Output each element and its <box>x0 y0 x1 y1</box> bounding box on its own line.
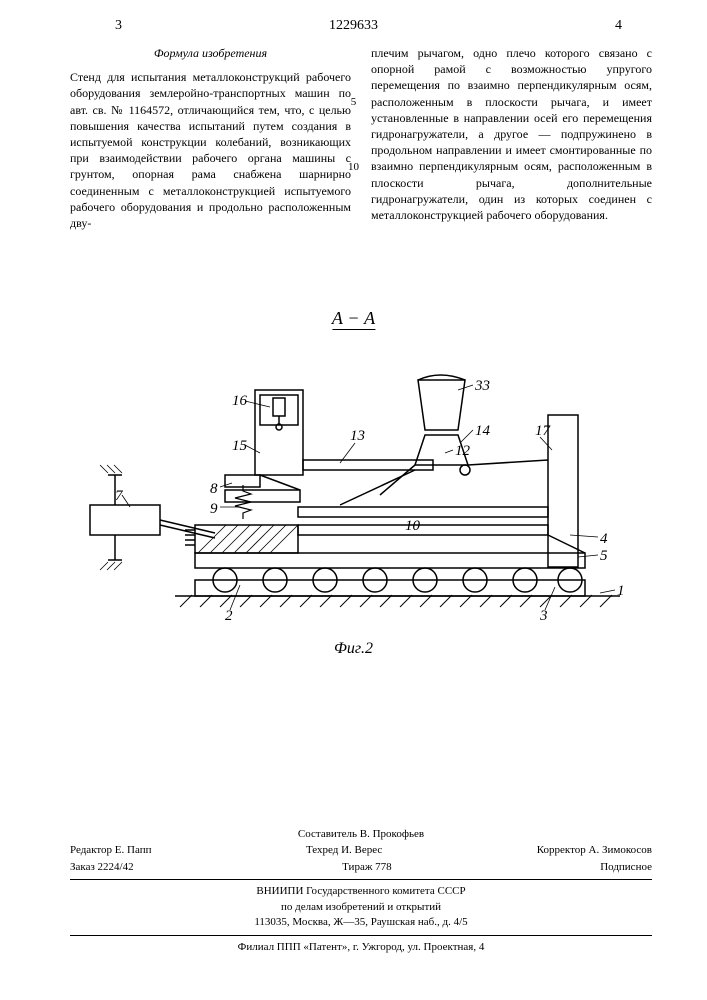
order: Заказ 2224/42 <box>70 860 134 875</box>
addr1: 113035, Москва, Ж—35, Раушская наб., д. … <box>70 915 652 930</box>
line-num-10: 10 <box>348 160 359 175</box>
label-14: 14 <box>475 423 491 439</box>
footer: Составитель В. Прокофьев Редактор Е. Пап… <box>70 827 652 955</box>
label-4: 4 <box>600 531 608 547</box>
label-3: 3 <box>539 608 548 624</box>
page-num-right: 4 <box>615 18 622 34</box>
compiler: Составитель В. Прокофьев <box>70 827 652 842</box>
label-33: 33 <box>474 378 490 394</box>
label-1: 1 <box>617 583 625 599</box>
section-label: А − А <box>332 308 375 330</box>
label-17: 17 <box>535 423 552 439</box>
editor: Редактор Е. Папп <box>70 843 151 858</box>
footer-divider-1 <box>70 879 652 880</box>
org1: ВНИИПИ Государственного комитета СССР <box>70 884 652 899</box>
label-9: 9 <box>210 501 218 517</box>
tech: Техред И. Верес <box>306 843 382 858</box>
figure-2: 1 2 3 4 5 7 8 9 10 12 13 14 15 16 17 33 <box>60 335 655 635</box>
text-columns: Формула изобретения Стенд для испытания … <box>70 45 652 231</box>
col1-text: Стенд для испытания металлоконструкций р… <box>70 70 351 230</box>
label-5: 5 <box>600 548 608 564</box>
figure-caption: Фиг.2 <box>334 640 373 658</box>
label-15: 15 <box>232 438 248 454</box>
addr2: Филиал ППП «Патент», г. Ужгород, ул. Про… <box>70 940 652 955</box>
page-num-left: 3 <box>115 18 122 34</box>
footer-divider-2 <box>70 935 652 936</box>
label-2: 2 <box>225 608 233 624</box>
tirage: Тираж 778 <box>342 860 392 875</box>
line-numbers: 5 10 <box>348 95 359 225</box>
corrector: Корректор А. Зимокосов <box>537 843 652 858</box>
column-right: плечим рычагом, одно плечо которого связ… <box>371 45 652 231</box>
column-left: Формула изобретения Стенд для испытания … <box>70 45 351 231</box>
subscription: Подписное <box>600 860 652 875</box>
org2: по делам изобретений и открытий <box>70 900 652 915</box>
label-13: 13 <box>350 428 365 444</box>
doc-number: 1229633 <box>329 18 378 34</box>
col2-text: плечим рычагом, одно плечо которого связ… <box>371 46 652 222</box>
line-num-5: 5 <box>348 95 359 110</box>
label-8: 8 <box>210 481 218 497</box>
label-10: 10 <box>405 518 421 534</box>
formula-title: Формула изобретения <box>70 45 351 61</box>
label-12: 12 <box>455 443 471 459</box>
